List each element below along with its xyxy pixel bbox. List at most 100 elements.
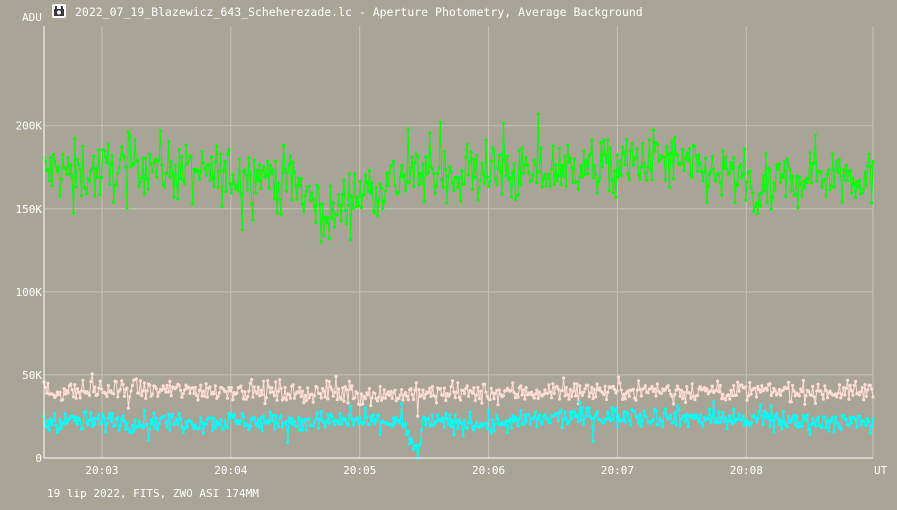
data-point [349, 404, 353, 408]
data-point [333, 390, 337, 395]
data-point [533, 162, 538, 166]
data-point [351, 423, 355, 427]
data-point [791, 174, 795, 178]
data-point [321, 387, 325, 391]
data-point [292, 419, 296, 424]
data-point [291, 383, 295, 387]
data-point [785, 386, 789, 391]
data-point [504, 419, 508, 423]
data-point [341, 192, 345, 197]
data-point [192, 167, 196, 171]
data-point [308, 199, 313, 203]
data-point [472, 158, 476, 162]
data-point [587, 395, 591, 399]
data-point [539, 146, 543, 150]
data-point [243, 168, 247, 172]
data-point [477, 186, 481, 190]
data-point [433, 191, 437, 195]
data-point [511, 381, 515, 385]
data-point [316, 426, 321, 430]
data-point [223, 419, 227, 423]
data-point [756, 384, 760, 389]
data-point [358, 416, 362, 421]
data-point [225, 425, 230, 430]
data-point [430, 167, 434, 171]
data-point [674, 388, 678, 392]
data-point [722, 166, 726, 170]
data-point [529, 390, 534, 394]
data-point [121, 153, 125, 157]
data-point [493, 422, 497, 426]
data-point [327, 236, 331, 240]
data-point [503, 158, 507, 162]
data-point [162, 387, 167, 391]
data-point [670, 139, 674, 143]
data-point [414, 381, 418, 385]
data-point [263, 401, 267, 406]
data-point [564, 184, 568, 188]
data-point [704, 156, 708, 160]
data-point [105, 394, 109, 399]
data-point [363, 406, 367, 410]
data-point [489, 159, 493, 163]
data-point [382, 388, 386, 392]
data-point [497, 388, 501, 392]
data-point [430, 413, 434, 417]
data-point [165, 383, 169, 387]
data-point [768, 424, 772, 428]
data-point [450, 181, 455, 185]
data-point [105, 422, 109, 426]
data-point [686, 424, 690, 429]
data-point [737, 165, 741, 169]
data-point [203, 166, 207, 170]
data-point [104, 392, 108, 396]
data-point [247, 428, 251, 432]
data-point [570, 416, 574, 421]
data-point [181, 178, 185, 182]
data-point [777, 387, 781, 391]
data-point [663, 178, 668, 182]
data-point [240, 228, 244, 232]
data-point [841, 386, 846, 390]
data-point [563, 154, 567, 158]
data-point [89, 380, 93, 384]
data-point [741, 414, 745, 418]
data-point [86, 423, 90, 427]
data-point [264, 396, 268, 400]
data-point [841, 414, 846, 418]
data-point [642, 162, 646, 166]
data-point [808, 432, 812, 436]
data-point [175, 182, 179, 187]
series-3 [42, 400, 875, 460]
data-point [100, 175, 104, 179]
data-point [603, 384, 607, 388]
data-point [270, 419, 274, 423]
data-point [378, 182, 382, 186]
data-point [653, 387, 657, 391]
data-point [129, 431, 133, 435]
data-point [737, 389, 741, 393]
data-point [256, 385, 260, 389]
data-point [185, 162, 189, 166]
y-tick-label: 100K [16, 286, 43, 299]
data-point [472, 386, 476, 390]
data-point [342, 178, 346, 182]
data-point [512, 418, 516, 423]
data-point [428, 386, 432, 390]
data-point [153, 157, 157, 161]
data-point [370, 419, 374, 423]
data-point [110, 154, 114, 158]
data-point [426, 416, 430, 420]
data-point [678, 394, 682, 398]
data-point [337, 193, 341, 197]
data-point [157, 390, 161, 394]
data-point [282, 396, 286, 400]
data-point [120, 379, 124, 383]
data-point [377, 198, 381, 202]
data-point [864, 183, 868, 187]
data-point [410, 155, 414, 159]
data-point [651, 389, 656, 393]
data-point [416, 155, 420, 159]
data-point [92, 154, 96, 158]
data-point [264, 421, 268, 425]
